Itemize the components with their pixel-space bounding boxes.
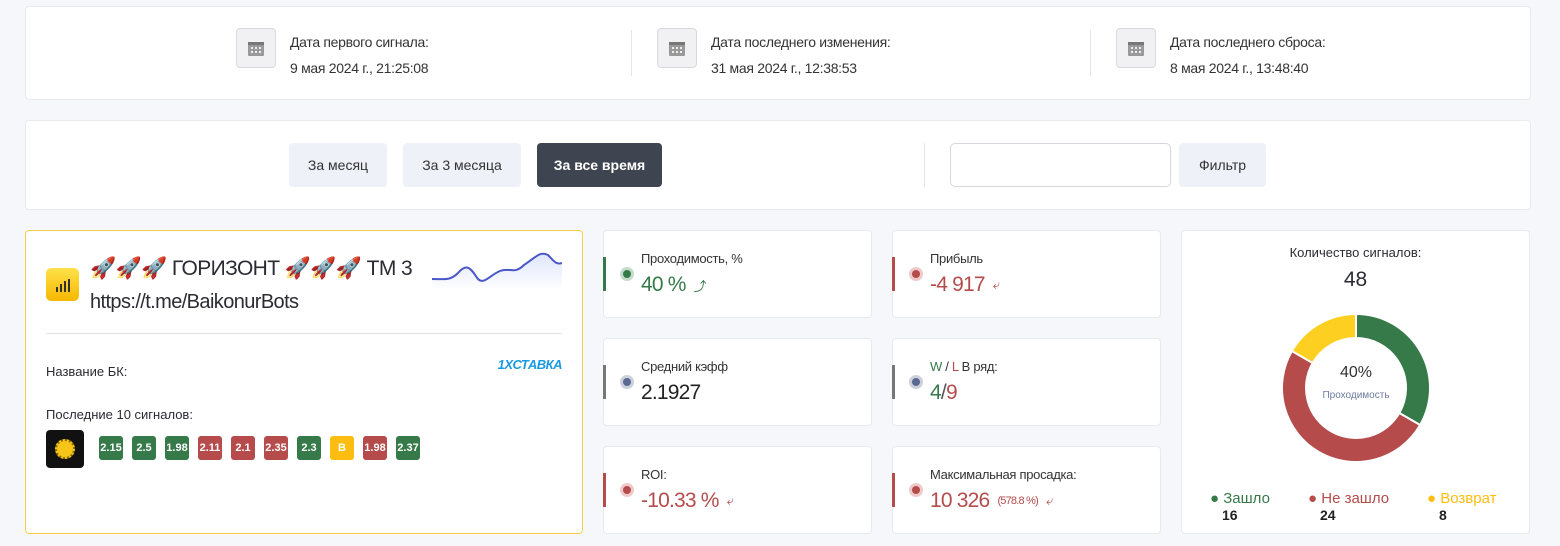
signal-badge-loss: 2.1 bbox=[231, 436, 255, 460]
filter-input[interactable] bbox=[950, 143, 1171, 187]
trend-up-icon: ⤴ bbox=[693, 278, 707, 294]
metric-value: -10.33 % bbox=[641, 489, 719, 512]
legend-item-refund: ● Возврат 8 bbox=[1427, 490, 1497, 523]
date-label: Дата последнего сброса: bbox=[1170, 34, 1326, 50]
donut-slice-1 bbox=[1281, 349, 1422, 463]
signal-badge-loss: 2.11 bbox=[198, 436, 222, 460]
signal-badge-win: 2.5 bbox=[132, 436, 156, 460]
calendar-icon bbox=[236, 28, 276, 68]
bookmaker-label: Название БК: bbox=[46, 364, 128, 379]
divider bbox=[1090, 30, 1091, 76]
metric-label: Средний кэфф bbox=[641, 359, 728, 374]
period-filter-panel bbox=[25, 120, 1531, 210]
divider bbox=[46, 333, 562, 334]
signals-count-title: Количество сигналов: bbox=[1289, 245, 1422, 260]
divider bbox=[631, 30, 632, 76]
last-signals-label: Последние 10 сигналов: bbox=[46, 407, 193, 422]
metric-value: 10 326 bbox=[930, 489, 990, 512]
dates-panel bbox=[25, 6, 1531, 100]
metric-extra: (578.8 %) bbox=[997, 495, 1038, 507]
signal-badge-win: 2.37 bbox=[396, 436, 420, 460]
legend-item-won: ● Зашло 16 bbox=[1210, 490, 1270, 523]
donut-slice-2 bbox=[1290, 312, 1357, 365]
metric-label: ROI: bbox=[641, 467, 667, 482]
sparkline bbox=[432, 252, 562, 291]
metric-label: Максимальная просадка: bbox=[930, 467, 1077, 482]
status-dot bbox=[909, 483, 923, 497]
date-info: Дата первого сигнала: 9 мая 2024 г., 21:2… bbox=[236, 28, 429, 76]
signal-badge-win: 1.98 bbox=[165, 436, 189, 460]
period-3-months-button[interactable]: За 3 месяца bbox=[403, 143, 521, 187]
signal-badge-win: 2.15 bbox=[99, 436, 123, 460]
signal-badge-loss: 1.98 bbox=[363, 436, 387, 460]
donut-center-label: Проходимость bbox=[1322, 390, 1390, 401]
date-value: 9 мая 2024 г., 21:25:08 bbox=[290, 60, 429, 76]
signal-badge-refund: В bbox=[330, 436, 354, 460]
last-signals-list: 2.15 2.5 1.98 2.11 2.1 2.35 2.3 В 1.98 2.37 bbox=[99, 436, 420, 460]
channel-card: 🚀🚀🚀 ГОРИЗОНТ 🚀🚀🚀 ТМ 3 https://t.me/Baiko… bbox=[25, 230, 583, 534]
date-info: Дата последнего изменения: 31 мая 2024 г.… bbox=[657, 28, 891, 76]
metric-label: Прибыль bbox=[930, 251, 983, 266]
date-value: 31 мая 2024 г., 12:38:53 bbox=[711, 60, 857, 76]
period-month-button[interactable]: За месяц bbox=[289, 143, 387, 187]
date-info: Дата последнего сброса: 8 мая 2024 г., 13… bbox=[1116, 28, 1326, 76]
bookmaker-logo: 1XСТАВКА bbox=[497, 357, 563, 372]
date-value: 8 мая 2024 г., 13:48:40 bbox=[1170, 60, 1309, 76]
signals-donut-chart bbox=[1281, 312, 1431, 463]
trend-down-icon: ⤶ bbox=[992, 277, 1000, 292]
divider bbox=[924, 143, 925, 187]
status-dot bbox=[620, 375, 634, 389]
date-label: Дата последнего изменения: bbox=[711, 34, 891, 50]
metric-value: 40 % bbox=[641, 273, 686, 296]
status-dot bbox=[620, 483, 634, 497]
status-dot bbox=[909, 375, 923, 389]
signal-badge-win: 2.3 bbox=[297, 436, 321, 460]
metric-avg-odds: Средний кэфф 2.1927 bbox=[603, 338, 872, 426]
donut-center-value: 40% bbox=[1339, 364, 1373, 381]
metric-profit: Прибыль -4 917 ⤶ bbox=[892, 230, 1161, 318]
metric-win-loss-streak: W / L В ряд: 4/9 bbox=[892, 338, 1161, 426]
metric-roi: ROI: -10.33 % ⤶ bbox=[603, 446, 872, 534]
signals-count-card bbox=[1181, 230, 1530, 534]
signals-total: 48 bbox=[1343, 268, 1368, 291]
loss-streak: 9 bbox=[945, 381, 958, 404]
metric-pass-rate: Проходимость, % 40 % ⤴ bbox=[603, 230, 872, 318]
metric-label: W / L В ряд: bbox=[930, 359, 998, 374]
win-streak: 4 bbox=[930, 381, 942, 404]
status-dot bbox=[909, 267, 923, 281]
channel-title: 🚀🚀🚀 ГОРИЗОНТ 🚀🚀🚀 ТМ 3 bbox=[90, 257, 413, 280]
metric-value: 2.1927 bbox=[641, 381, 701, 404]
trend-down-icon: ⤶ bbox=[1045, 493, 1053, 508]
status-dot bbox=[620, 267, 634, 281]
metric-label: Проходимость, % bbox=[641, 251, 743, 266]
chart-icon bbox=[46, 268, 79, 301]
calendar-icon bbox=[1116, 28, 1156, 68]
date-label: Дата первого сигнала: bbox=[290, 34, 429, 50]
metric-value: -4 917 bbox=[930, 273, 986, 296]
channel-link[interactable]: https://t.me/BaikonurBots bbox=[90, 291, 299, 313]
legend-item-lost: ● Не зашло 24 bbox=[1308, 490, 1390, 523]
trend-down-icon: ⤶ bbox=[726, 493, 734, 508]
football-icon bbox=[46, 430, 84, 468]
calendar-icon bbox=[657, 28, 697, 68]
metric-max-drawdown: Максимальная просадка: 10 326 (578.8 %) ⤶ bbox=[892, 446, 1161, 534]
filter-button[interactable]: Фильтр bbox=[1179, 143, 1266, 187]
signal-badge-loss: 2.35 bbox=[264, 436, 288, 460]
period-all-time-button[interactable]: За все время bbox=[537, 143, 662, 187]
